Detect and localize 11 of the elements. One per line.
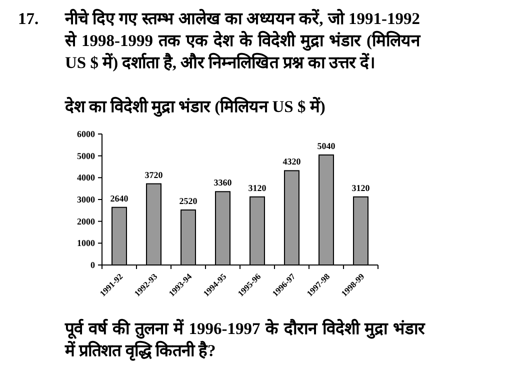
ytick: 2000 [77,216,95,226]
ytick: 4000 [77,172,95,183]
annotation: पूर्व वर्ष की तुलना में 1996-1997 के दौरान विदेशी मुद्रा भंडार में प्रतिशत वृद्धि कितनी है? [65,318,425,362]
ytick: 5000 [77,150,95,161]
ytick: 3000 [77,194,95,204]
annotation: नीचे दिए गए स्तम्भ आलेख का अध्ययन करें, जो 1991-1992 से 1998-1999 तक एक देश के विदेशी मुद्रा भंडार (मिलियन US $ में) दर्शाता है, और निम्नलिखित प्रश्न का उत्तर दें। [65,8,420,74]
annotation: 17. [18,8,40,30]
ytick: 6000 [77,129,95,139]
ytick: 1000 [77,238,95,248]
ytick: 0 [90,260,95,270]
title: देश का विदेशी मुद्रा भंडार (मिलियन US $ में) [65,96,326,118]
